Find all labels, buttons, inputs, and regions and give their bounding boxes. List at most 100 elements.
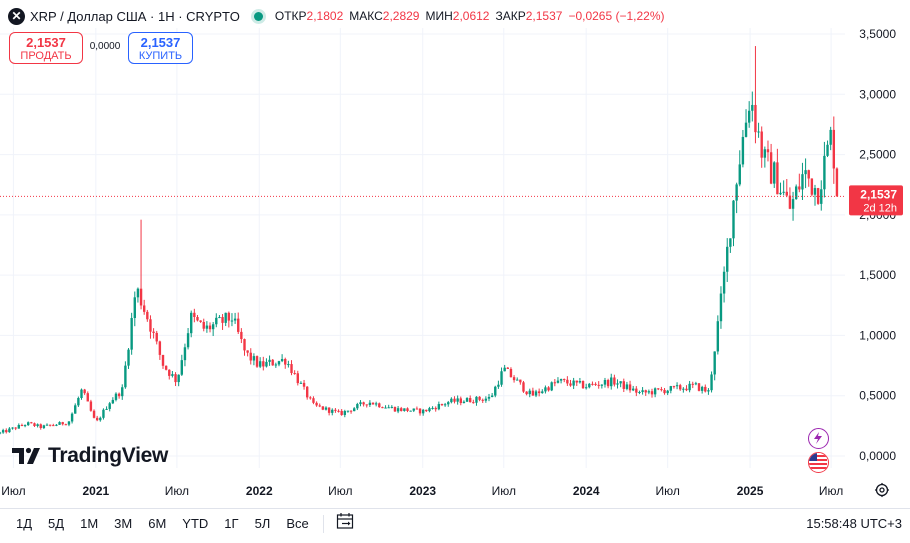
candle-body — [396, 408, 400, 412]
range-button-3М[interactable]: 3М — [114, 516, 133, 531]
candle-body — [177, 374, 180, 383]
clock[interactable]: 15:58:48 UTC+3 — [806, 516, 902, 531]
candle-body — [569, 383, 572, 386]
candle-body — [450, 398, 453, 403]
candle-body — [691, 383, 694, 385]
candle-body — [290, 364, 293, 374]
candle-body — [804, 170, 807, 175]
candle-body — [726, 246, 729, 272]
range-button-5Д[interactable]: 5Д — [48, 516, 65, 531]
candle-body — [1, 430, 5, 433]
candle-body — [584, 387, 588, 389]
candle-body — [600, 384, 604, 386]
toolbar-divider — [322, 514, 324, 533]
sell-price: 2,1537 — [26, 35, 66, 50]
candle-body — [299, 382, 303, 384]
candle-body — [403, 408, 406, 411]
candle-body — [622, 381, 625, 389]
candle-body — [202, 321, 205, 329]
candle-body — [33, 423, 36, 427]
candle-body — [331, 409, 334, 413]
candle-body — [321, 406, 325, 410]
candle-body — [83, 389, 86, 394]
candle-body — [563, 379, 566, 381]
candle-body — [537, 391, 541, 394]
candle-body — [302, 382, 306, 387]
candle-body — [481, 399, 484, 401]
candle-body — [353, 408, 356, 412]
candle-body — [522, 382, 525, 392]
candle-body — [779, 192, 782, 195]
tradingview-logo[interactable]: TradingView — [12, 444, 168, 468]
candle-body — [700, 386, 704, 391]
candle-body — [534, 391, 538, 396]
candle-body — [117, 393, 121, 397]
candle-body — [280, 359, 284, 362]
candle-body — [27, 422, 30, 426]
candle-body — [400, 408, 403, 411]
candle-body — [196, 317, 199, 321]
candle-body — [23, 425, 27, 427]
candle-body — [519, 379, 522, 383]
candle-body — [823, 155, 826, 190]
tradingview-logo-icon — [12, 447, 40, 464]
candle-body — [359, 402, 362, 405]
buy-button[interactable]: 2,1537 КУПИТЬ — [128, 32, 193, 64]
range-button-1Г[interactable]: 1Г — [224, 516, 239, 531]
candle-body — [675, 385, 679, 387]
candle-body — [45, 424, 49, 426]
ohlc-label: ОТКР — [274, 9, 307, 23]
candle-body — [447, 402, 450, 405]
range-button-1М[interactable]: 1М — [80, 516, 99, 531]
candle-body — [142, 305, 146, 312]
range-button-YTD[interactable]: YTD — [182, 516, 209, 531]
candle-body — [39, 424, 42, 429]
candle-body — [773, 162, 776, 184]
candle-body — [284, 359, 287, 365]
candle-body — [729, 238, 732, 247]
candle-body — [597, 384, 600, 386]
x-axis-tick-label: Июл — [1, 484, 25, 498]
us-flag-icon[interactable] — [808, 452, 829, 473]
range-button-Все[interactable]: Все — [286, 516, 309, 531]
candle-body — [183, 347, 187, 361]
candle-body — [663, 389, 666, 394]
candle-body — [262, 361, 265, 367]
calendar-range-icon[interactable] — [336, 512, 354, 535]
lightning-event-icon[interactable] — [808, 428, 829, 449]
candle-body — [105, 408, 108, 410]
candle-body — [556, 380, 560, 383]
sell-button[interactable]: 2,1537 ПРОДАТЬ — [9, 32, 83, 64]
candle-body — [274, 364, 278, 366]
candle-body — [315, 402, 318, 406]
candle-body — [763, 149, 767, 158]
candle-body — [801, 174, 804, 190]
symbol-title[interactable]: XRP / Доллар США · 1Н · CRYPTO — [30, 8, 240, 24]
candle-body — [108, 403, 111, 409]
candle-body — [500, 371, 503, 385]
candle-body — [679, 385, 682, 390]
candle-body — [168, 369, 171, 376]
candle-body — [146, 311, 149, 320]
candle-body — [136, 288, 140, 298]
candle-body — [312, 398, 315, 403]
candle-body — [666, 390, 669, 394]
ohlc-item: ОТКР2,1802 — [275, 9, 343, 23]
x-axis-tick-label: 2021 — [82, 484, 109, 498]
range-button-1Д[interactable]: 1Д — [16, 516, 33, 531]
candle-body — [644, 390, 647, 393]
candle-body — [368, 402, 372, 405]
gear-icon[interactable] — [874, 482, 890, 503]
range-button-5Л[interactable]: 5Л — [254, 516, 271, 531]
range-button-6М[interactable]: 6М — [148, 516, 167, 531]
candle-body — [747, 110, 751, 123]
x-axis-tick-label: Июл — [655, 484, 679, 498]
candle-body — [121, 387, 124, 397]
candle-body — [327, 407, 331, 413]
candle-body — [180, 360, 184, 375]
candle-body — [791, 199, 795, 209]
candle-body — [431, 407, 434, 409]
candle-body — [412, 408, 415, 411]
